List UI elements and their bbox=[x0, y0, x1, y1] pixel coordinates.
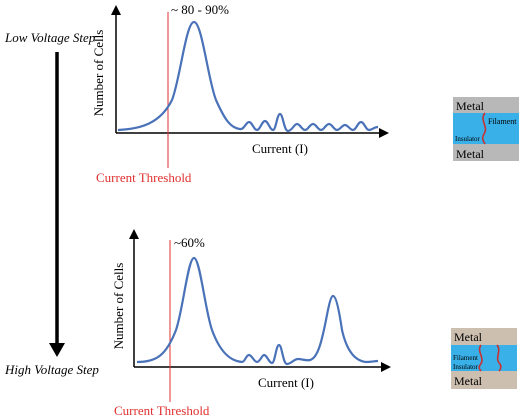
high-voltage-step-label: High Voltage Step bbox=[4, 362, 99, 377]
plot2-distribution-curve bbox=[136, 256, 379, 366]
cell2-metal-bottom-label: Metal bbox=[454, 374, 483, 388]
plot1-threshold-label: Current Threshold bbox=[96, 170, 192, 185]
plot1-peak-label: ~ 80 - 90% bbox=[171, 2, 229, 17]
cell1-metal-top-layer bbox=[453, 97, 519, 113]
cell2-metal-top-label: Metal bbox=[454, 330, 483, 344]
cell1-metal-bottom-label: Metal bbox=[456, 147, 485, 161]
plot-high-voltage: ~60% Number of Cells Current (I) Current… bbox=[111, 229, 391, 418]
cell2-filament-label: Filament bbox=[453, 354, 478, 362]
cell1-filament-label: Filament bbox=[488, 117, 517, 126]
cell2-filament-right bbox=[496, 344, 502, 372]
cell2-metal-top-layer bbox=[451, 328, 517, 345]
cell2-insulator-label: Insulator bbox=[453, 363, 479, 371]
plot1-x-axis-label: Current (I) bbox=[252, 141, 308, 156]
memory-cell-double-filament: Metal Filament Insulator Metal bbox=[451, 328, 517, 389]
cell1-metal-bottom-layer bbox=[453, 144, 519, 161]
cell1-metal-top-label: Metal bbox=[456, 99, 485, 113]
cell2-metal-bottom-layer bbox=[451, 371, 517, 389]
plot-low-voltage: ~ 80 - 90% Number of Cells Current (I) C… bbox=[91, 2, 389, 185]
plot2-threshold-label: Current Threshold bbox=[114, 403, 210, 418]
plot2-y-axis-label: Number of Cells bbox=[111, 263, 126, 350]
low-voltage-step-label: Low Voltage Step bbox=[4, 30, 96, 45]
plot1-distribution-curve bbox=[117, 20, 379, 133]
cell1-insulator-label: Insulator bbox=[455, 135, 481, 143]
memory-cell-single-filament: Metal Filament Insulator Metal bbox=[453, 97, 519, 161]
plot1-y-axis-label: Number of Cells bbox=[91, 30, 106, 117]
cell1-filament bbox=[481, 112, 487, 145]
plot2-peak-label: ~60% bbox=[174, 235, 205, 250]
cell2-filament-left bbox=[478, 344, 483, 372]
cell2-insulator-layer bbox=[451, 345, 517, 371]
plot2-x-axis-label: Current (I) bbox=[258, 375, 314, 390]
